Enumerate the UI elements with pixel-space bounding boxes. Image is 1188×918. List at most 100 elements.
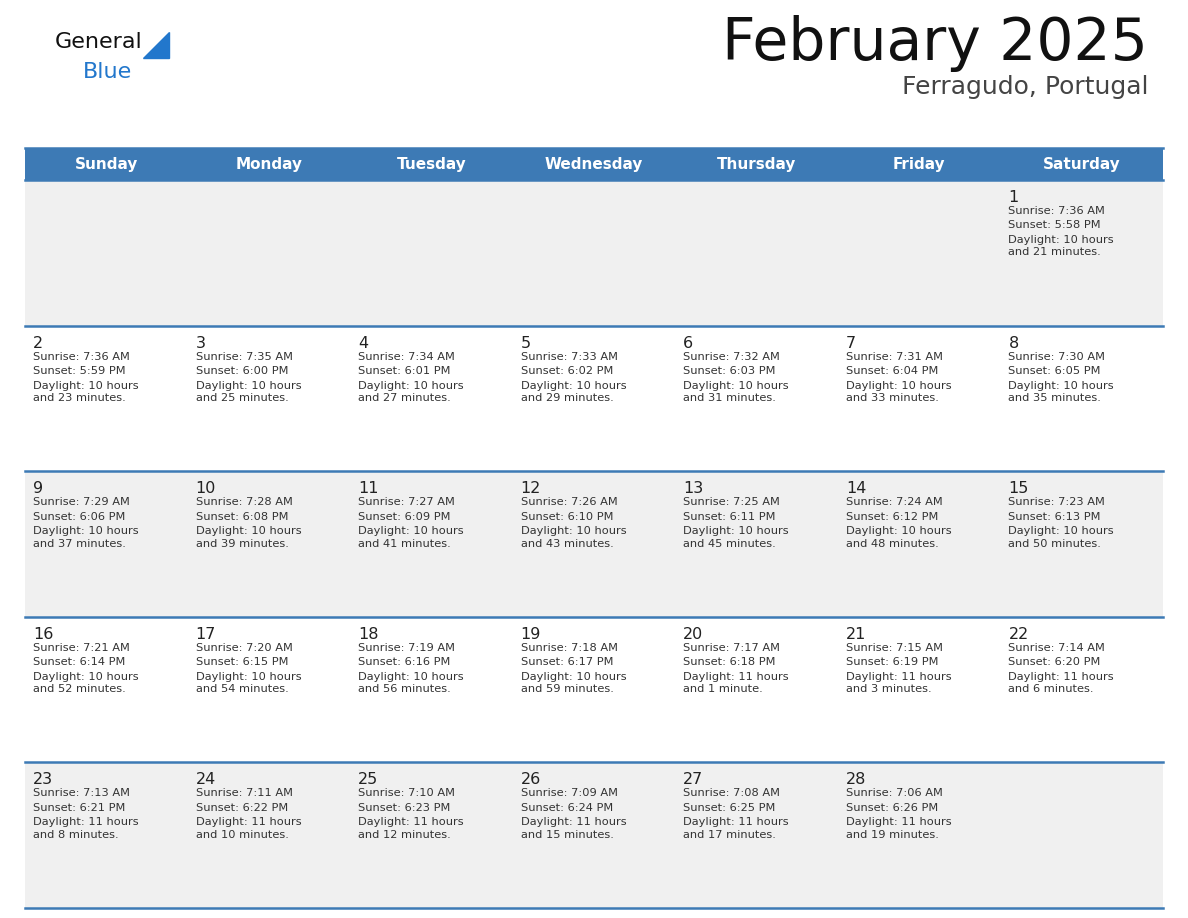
- Text: Blue: Blue: [83, 62, 132, 82]
- Text: Sunset: 6:08 PM: Sunset: 6:08 PM: [196, 511, 287, 521]
- Text: Sunset: 6:23 PM: Sunset: 6:23 PM: [358, 803, 450, 813]
- Text: Sunrise: 7:34 AM: Sunrise: 7:34 AM: [358, 352, 455, 362]
- Text: Sunset: 6:09 PM: Sunset: 6:09 PM: [358, 511, 450, 521]
- Text: Saturday: Saturday: [1043, 156, 1120, 172]
- Text: Tuesday: Tuesday: [397, 156, 467, 172]
- Text: Sunset: 6:25 PM: Sunset: 6:25 PM: [683, 803, 776, 813]
- Text: Sunset: 6:10 PM: Sunset: 6:10 PM: [520, 511, 613, 521]
- Text: Daylight: 10 hours
and 33 minutes.: Daylight: 10 hours and 33 minutes.: [846, 381, 952, 403]
- Text: 9: 9: [33, 481, 43, 497]
- Text: 5: 5: [520, 336, 531, 351]
- Text: Sunrise: 7:10 AM: Sunrise: 7:10 AM: [358, 789, 455, 799]
- Text: Sunrise: 7:20 AM: Sunrise: 7:20 AM: [196, 643, 292, 653]
- Text: Sunset: 6:06 PM: Sunset: 6:06 PM: [33, 511, 126, 521]
- Text: Daylight: 10 hours
and 21 minutes.: Daylight: 10 hours and 21 minutes.: [1009, 235, 1114, 257]
- Text: Sunrise: 7:19 AM: Sunrise: 7:19 AM: [358, 643, 455, 653]
- Text: 28: 28: [846, 772, 866, 788]
- Text: Sunset: 6:20 PM: Sunset: 6:20 PM: [1009, 657, 1101, 667]
- Text: Sunrise: 7:08 AM: Sunrise: 7:08 AM: [683, 789, 781, 799]
- Text: Daylight: 10 hours
and 31 minutes.: Daylight: 10 hours and 31 minutes.: [683, 381, 789, 403]
- Text: Daylight: 10 hours
and 35 minutes.: Daylight: 10 hours and 35 minutes.: [1009, 381, 1114, 403]
- Text: 18: 18: [358, 627, 379, 642]
- Text: Daylight: 10 hours
and 56 minutes.: Daylight: 10 hours and 56 minutes.: [358, 672, 463, 694]
- Text: Daylight: 10 hours
and 27 minutes.: Daylight: 10 hours and 27 minutes.: [358, 381, 463, 403]
- Text: Sunrise: 7:24 AM: Sunrise: 7:24 AM: [846, 498, 942, 508]
- Text: Sunrise: 7:28 AM: Sunrise: 7:28 AM: [196, 498, 292, 508]
- Text: General: General: [55, 32, 143, 52]
- Text: Sunday: Sunday: [75, 156, 138, 172]
- Text: Sunset: 6:21 PM: Sunset: 6:21 PM: [33, 803, 126, 813]
- Text: 2: 2: [33, 336, 43, 351]
- Text: Sunset: 6:01 PM: Sunset: 6:01 PM: [358, 366, 450, 376]
- Text: 19: 19: [520, 627, 541, 642]
- Text: Sunset: 6:14 PM: Sunset: 6:14 PM: [33, 657, 126, 667]
- Text: Sunrise: 7:33 AM: Sunrise: 7:33 AM: [520, 352, 618, 362]
- Text: 12: 12: [520, 481, 541, 497]
- Text: Sunset: 5:58 PM: Sunset: 5:58 PM: [1009, 220, 1101, 230]
- Bar: [25, 326, 1163, 471]
- Text: Sunrise: 7:25 AM: Sunrise: 7:25 AM: [683, 498, 781, 508]
- Text: 14: 14: [846, 481, 866, 497]
- Bar: [25, 471, 1163, 617]
- Text: 20: 20: [683, 627, 703, 642]
- Text: Daylight: 11 hours
and 3 minutes.: Daylight: 11 hours and 3 minutes.: [846, 672, 952, 694]
- Text: Sunrise: 7:18 AM: Sunrise: 7:18 AM: [520, 643, 618, 653]
- Text: Sunrise: 7:09 AM: Sunrise: 7:09 AM: [520, 789, 618, 799]
- Text: Daylight: 10 hours
and 59 minutes.: Daylight: 10 hours and 59 minutes.: [520, 672, 626, 694]
- Bar: [25, 148, 1163, 180]
- Text: Sunrise: 7:36 AM: Sunrise: 7:36 AM: [1009, 206, 1105, 216]
- Text: February 2025: February 2025: [722, 15, 1148, 72]
- Text: 1: 1: [1009, 190, 1018, 205]
- Text: Sunrise: 7:11 AM: Sunrise: 7:11 AM: [196, 789, 292, 799]
- Text: 7: 7: [846, 336, 857, 351]
- Text: Sunrise: 7:14 AM: Sunrise: 7:14 AM: [1009, 643, 1105, 653]
- Text: Friday: Friday: [893, 156, 946, 172]
- Text: Sunrise: 7:32 AM: Sunrise: 7:32 AM: [683, 352, 781, 362]
- Text: Daylight: 10 hours
and 37 minutes.: Daylight: 10 hours and 37 minutes.: [33, 526, 139, 549]
- Text: Sunset: 6:04 PM: Sunset: 6:04 PM: [846, 366, 939, 376]
- Text: Monday: Monday: [235, 156, 303, 172]
- Text: Sunrise: 7:21 AM: Sunrise: 7:21 AM: [33, 643, 129, 653]
- Text: 27: 27: [683, 772, 703, 788]
- Text: Daylight: 10 hours
and 54 minutes.: Daylight: 10 hours and 54 minutes.: [196, 672, 302, 694]
- Text: Sunset: 6:19 PM: Sunset: 6:19 PM: [846, 657, 939, 667]
- Text: Sunset: 6:24 PM: Sunset: 6:24 PM: [520, 803, 613, 813]
- Text: Daylight: 10 hours
and 23 minutes.: Daylight: 10 hours and 23 minutes.: [33, 381, 139, 403]
- Text: Sunset: 6:15 PM: Sunset: 6:15 PM: [196, 657, 287, 667]
- Bar: [25, 180, 1163, 326]
- Text: Daylight: 11 hours
and 10 minutes.: Daylight: 11 hours and 10 minutes.: [196, 817, 302, 840]
- Text: Sunset: 6:18 PM: Sunset: 6:18 PM: [683, 657, 776, 667]
- Text: 24: 24: [196, 772, 216, 788]
- Text: Daylight: 11 hours
and 15 minutes.: Daylight: 11 hours and 15 minutes.: [520, 817, 626, 840]
- Text: Sunset: 6:26 PM: Sunset: 6:26 PM: [846, 803, 939, 813]
- Bar: [25, 617, 1163, 763]
- Text: Sunrise: 7:31 AM: Sunrise: 7:31 AM: [846, 352, 943, 362]
- Text: Wednesday: Wednesday: [545, 156, 643, 172]
- Text: Sunrise: 7:36 AM: Sunrise: 7:36 AM: [33, 352, 129, 362]
- Text: Daylight: 11 hours
and 19 minutes.: Daylight: 11 hours and 19 minutes.: [846, 817, 952, 840]
- Text: 11: 11: [358, 481, 379, 497]
- Text: 4: 4: [358, 336, 368, 351]
- Text: 6: 6: [683, 336, 694, 351]
- Text: Sunset: 6:00 PM: Sunset: 6:00 PM: [196, 366, 287, 376]
- Text: Daylight: 10 hours
and 43 minutes.: Daylight: 10 hours and 43 minutes.: [520, 526, 626, 549]
- Text: Daylight: 10 hours
and 41 minutes.: Daylight: 10 hours and 41 minutes.: [358, 526, 463, 549]
- Text: Sunset: 6:17 PM: Sunset: 6:17 PM: [520, 657, 613, 667]
- Text: Daylight: 10 hours
and 25 minutes.: Daylight: 10 hours and 25 minutes.: [196, 381, 302, 403]
- Text: Sunrise: 7:17 AM: Sunrise: 7:17 AM: [683, 643, 781, 653]
- Text: Sunrise: 7:29 AM: Sunrise: 7:29 AM: [33, 498, 129, 508]
- Text: 17: 17: [196, 627, 216, 642]
- Text: Sunset: 6:13 PM: Sunset: 6:13 PM: [1009, 511, 1101, 521]
- Text: 21: 21: [846, 627, 866, 642]
- Text: 10: 10: [196, 481, 216, 497]
- Text: Sunset: 6:03 PM: Sunset: 6:03 PM: [683, 366, 776, 376]
- Text: Sunset: 6:05 PM: Sunset: 6:05 PM: [1009, 366, 1101, 376]
- Text: 8: 8: [1009, 336, 1018, 351]
- Text: Daylight: 10 hours
and 48 minutes.: Daylight: 10 hours and 48 minutes.: [846, 526, 952, 549]
- Text: 23: 23: [33, 772, 53, 788]
- Text: Daylight: 11 hours
and 8 minutes.: Daylight: 11 hours and 8 minutes.: [33, 817, 139, 840]
- Text: Sunset: 6:02 PM: Sunset: 6:02 PM: [520, 366, 613, 376]
- Text: Daylight: 10 hours
and 45 minutes.: Daylight: 10 hours and 45 minutes.: [683, 526, 789, 549]
- Text: Daylight: 10 hours
and 39 minutes.: Daylight: 10 hours and 39 minutes.: [196, 526, 302, 549]
- Text: Sunrise: 7:27 AM: Sunrise: 7:27 AM: [358, 498, 455, 508]
